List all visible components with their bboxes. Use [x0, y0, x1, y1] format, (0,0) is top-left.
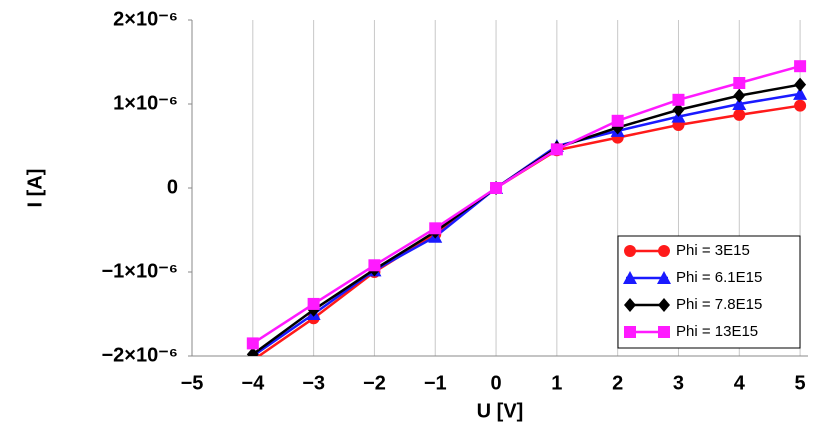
legend-box — [617, 235, 801, 349]
x-tick-label: −1 — [424, 372, 447, 394]
data-point — [490, 182, 503, 194]
data-point — [672, 93, 685, 106]
y-tick-label: −2×10⁻⁶ — [102, 344, 179, 366]
data-point — [246, 347, 259, 356]
data-point — [429, 222, 442, 235]
legend-marker — [623, 271, 637, 284]
data-point — [733, 108, 746, 121]
legend-label: Phi = 7.8E15 — [676, 296, 762, 313]
legend-marker — [658, 326, 670, 338]
data-point — [732, 97, 747, 110]
data-point — [307, 297, 320, 310]
data-point — [794, 77, 807, 92]
data-point — [733, 77, 746, 89]
y-tick-label: 0 — [167, 176, 178, 198]
data-point — [793, 86, 808, 100]
data-point — [672, 102, 685, 117]
legend-marker — [624, 326, 636, 338]
x-tick-label: −2 — [363, 372, 386, 394]
x-tick-label: −5 — [181, 372, 204, 394]
x-tick-label: −4 — [241, 372, 265, 394]
data-point — [794, 99, 807, 112]
y-tick-label: 1×10⁻⁶ — [113, 92, 178, 114]
legend-label: Phi = 6.1E15 — [676, 269, 762, 286]
x-tick-label: 1 — [551, 372, 562, 394]
y-tick-label: 2×10⁻⁶ — [113, 8, 178, 30]
legend-label: Phi = 13E15 — [676, 323, 758, 340]
legend-marker — [624, 298, 636, 312]
data-point — [368, 259, 381, 272]
legend-marker — [624, 245, 636, 257]
data-point — [794, 60, 807, 73]
legend-marker — [658, 298, 670, 312]
x-tick-label: 0 — [490, 372, 501, 394]
x-axis-label: U [V] — [477, 400, 524, 422]
data-point — [246, 337, 259, 350]
y-axis-label: I [A] — [24, 169, 46, 208]
series-line — [252, 64, 801, 345]
legend-label: Phi = 3E15 — [676, 242, 750, 259]
y-tick-label: −1×10⁻⁶ — [102, 260, 179, 282]
x-tick-label: 3 — [673, 372, 684, 394]
x-tick-label: 4 — [734, 372, 746, 394]
data-point — [733, 88, 746, 103]
x-tick-label: 5 — [795, 372, 806, 394]
legend-marker — [657, 271, 671, 284]
plot-area — [246, 60, 808, 356]
data-point — [550, 143, 563, 156]
legend-marker — [658, 245, 670, 257]
x-tick-label: 2 — [612, 372, 623, 394]
x-tick-label: −3 — [302, 372, 325, 394]
data-point — [611, 114, 624, 127]
